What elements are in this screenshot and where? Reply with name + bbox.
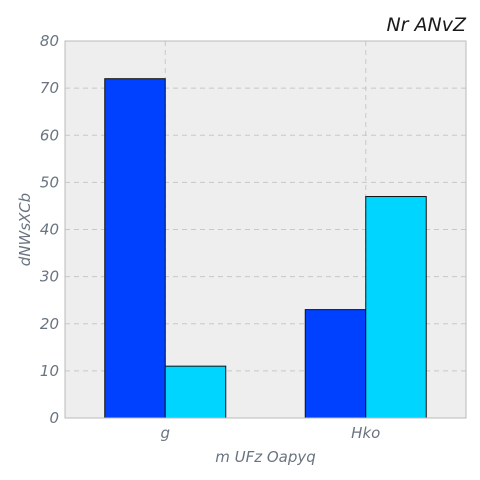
- y-tick-label: 20: [40, 315, 59, 333]
- plot-frame: [64, 40, 467, 419]
- y-tick-label: 70: [40, 79, 59, 97]
- y-tick-label: 40: [40, 221, 59, 239]
- chart-title: Nr ANvZ: [386, 14, 467, 36]
- y-tick-label: 60: [40, 126, 59, 144]
- bar-series-1-1: [304, 309, 367, 419]
- x-axis-ticks: g Hko: [160, 424, 380, 442]
- x-axis-label: m UFz Oapyq: [215, 448, 316, 466]
- y-tick-label: 0: [49, 409, 59, 427]
- y-axis-ticks: 0 10 20 30 40 50 60 70 80: [40, 32, 59, 427]
- bar-series-1-0: [104, 78, 166, 419]
- y-axis-label: dNWsXCb: [16, 193, 34, 266]
- x-tick-label: Hko: [351, 424, 380, 442]
- y-tick-label: 30: [40, 268, 59, 286]
- y-tick-label: 50: [40, 173, 59, 191]
- bar-series-2-0: [164, 365, 227, 419]
- bar-series-2-1: [365, 196, 427, 419]
- x-tick-label: g: [160, 424, 170, 442]
- y-tick-label: 10: [40, 362, 59, 380]
- y-tick-label: 80: [40, 32, 59, 50]
